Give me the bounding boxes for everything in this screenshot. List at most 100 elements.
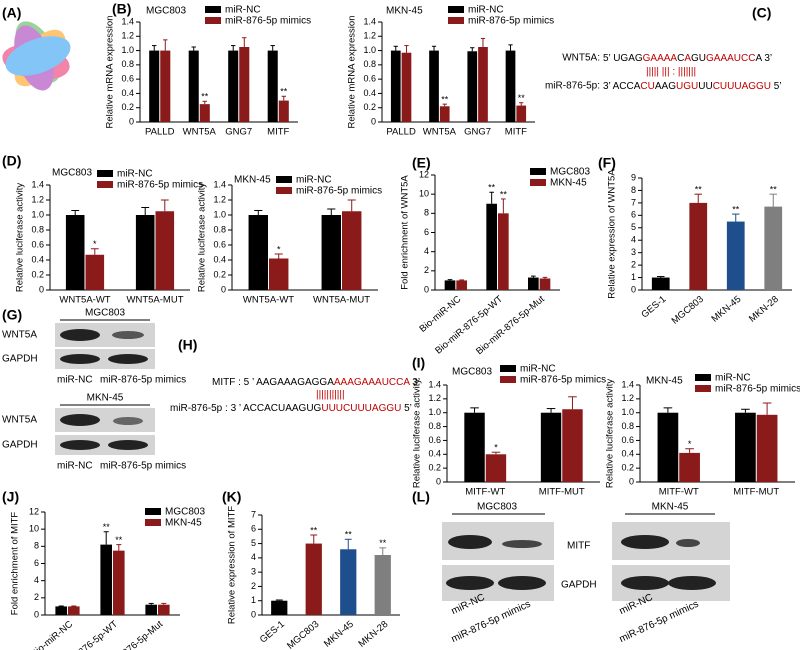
x-tick-label: WNT5A [423,127,457,138]
error-bar [160,199,169,212]
y-tick-label: 0.4 [621,449,634,459]
blot-band [108,354,148,364]
legend-swatch [500,376,516,383]
error-bar [741,408,750,413]
error-bar [347,199,356,212]
error-bar [519,102,524,106]
error-bar [379,547,387,555]
error-bar [161,602,167,605]
y-tick-label: 8 [34,541,39,551]
error-bar [242,37,247,47]
error-bar [491,451,501,455]
error-bar [568,396,577,410]
error-bar [732,213,740,222]
blot-band [621,535,669,549]
panel-label: (F) [598,155,616,171]
x-tick-label: Bio-miR-NC [29,619,75,650]
sequence-segment: CU [640,81,654,92]
y-axis-label: Fold enrichment of WNT5A [400,175,411,290]
error-bar [327,208,336,215]
bar [429,50,439,123]
error-bar [542,276,548,279]
bar [657,412,679,482]
significance-label: ** [115,535,123,545]
x-tick-label: PALLD [145,127,175,138]
venn-diagram [2,21,71,91]
legend-label: miR-876-5p mimics [715,384,800,395]
y-tick-label: 1.4 [621,379,634,389]
legend-label: miR-876-5p mimics [468,16,554,27]
bar [145,604,157,615]
x-tick-label: MITF [267,127,289,138]
chart-title: MGC803 [146,6,186,17]
y-tick-label: 0 [629,476,634,486]
x-tick-label: GNG7 [225,127,252,138]
legend-swatch [145,519,161,526]
error-bar [663,407,673,413]
x-tick-label: WNT5A [183,127,217,138]
y-tick-label: 0.8 [31,224,44,234]
error-bar [508,44,513,51]
y-tick-label: 0 [371,116,376,126]
bar [113,550,125,615]
legend-swatch [530,179,546,186]
x-tick-label: WNT5A-MUT [313,295,370,306]
significance-label: ** [379,538,387,548]
bar [540,412,562,482]
y-tick-label: 0.6 [363,74,376,84]
blot-title: MKN-45 [87,393,124,404]
y-tick-label: 0.8 [621,421,634,431]
error-bar [90,248,99,255]
x-tick-label: MITF-MUT [733,487,779,498]
y-axis-label: Relative mRNA expression [105,16,116,129]
error-bar [148,602,154,605]
bar [158,604,170,615]
error-bar [141,207,150,215]
chart-title: MGC803 [452,367,492,378]
y-tick-label: 12 [419,169,429,179]
y-tick-label: 2 [631,259,636,269]
error-bar [281,95,286,101]
significance-label: ** [488,183,496,193]
error-bar [71,210,80,215]
bar [248,215,268,290]
error-bar [274,253,283,259]
legend-swatch [97,170,113,177]
blot-row-label: WNT5A [2,415,37,426]
western-blot: MGC803 MITF GAPDH miR-NC miR-876-5p mimi… [442,502,730,645]
panel-label: (C) [752,5,771,21]
sequence: 5’ UGAGGAAAACAGUGAAAUCCA 3’ [603,53,772,64]
blot-lane-label: miR-NC [57,461,93,472]
y-tick-label: 1.4 [428,379,441,389]
venn-set [5,36,71,76]
y-tick-label: 10 [419,189,429,199]
error-bar [685,448,694,453]
sequence-segment: 3’ ACCA [603,81,641,92]
legend-label: miR-NC [225,5,261,16]
y-tick-label: 10 [29,524,39,534]
y-tick-label: 0.2 [31,269,44,279]
error-bar [275,599,283,601]
bar [149,50,160,123]
sequence-segment: 3’ [409,377,420,388]
blot-title: MKN-45 [652,502,689,513]
significance-label: ** [280,87,288,97]
error-bar [116,544,122,551]
x-tick-label: MKN-45 [322,619,356,650]
bar [68,606,80,615]
x-tick-label: MKN-28 [357,619,391,650]
error-bar [191,46,196,51]
y-tick-label: 1 [251,595,256,605]
bar [401,52,412,122]
x-tick-label: MITF-WT [465,487,505,498]
sequence-segment: AAAGAAAUCCA [334,377,410,388]
sequence-segment: UGU [676,81,698,92]
panel-label: (J) [2,489,19,505]
error-bar [657,276,665,278]
y-tick-label: 1.0 [428,407,441,417]
blot-band [112,331,144,339]
base-pairing: ||||||||||| [316,390,345,401]
x-tick-label: WNT5A-MUT [127,295,184,306]
y-tick-label: 1.0 [363,45,376,55]
blot-band [60,329,100,341]
